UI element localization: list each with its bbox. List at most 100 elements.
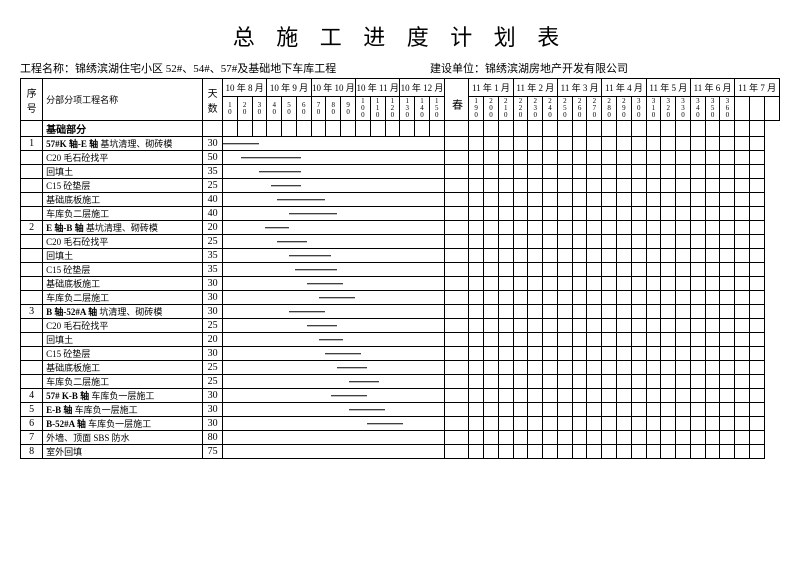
- gantt-table: 序号分部分项工程名称天数10 年 8 月10 年 9 月10 年 10 月10 …: [20, 78, 780, 459]
- gantt-cell: [631, 165, 646, 179]
- gantt-cell: [750, 179, 765, 193]
- gantt-cell: [528, 151, 543, 165]
- gantt-cell: [631, 263, 646, 277]
- gantt-cell: [617, 249, 632, 263]
- gantt-cell: [617, 193, 632, 207]
- gantt-cell: [690, 291, 705, 305]
- gantt-cell: [469, 319, 484, 333]
- gantt-cell: [557, 207, 572, 221]
- gantt-bar: [349, 381, 379, 383]
- gantt-cell: [661, 305, 676, 319]
- gantt-cell: [587, 235, 602, 249]
- gantt-cell: [720, 403, 735, 417]
- gantt-cell: [528, 207, 543, 221]
- gantt-cell: [484, 347, 499, 361]
- cell-seq: 8: [21, 445, 43, 459]
- gantt-cell: [661, 361, 676, 375]
- task-name: E-B 轴 车库负一层施工: [43, 403, 203, 417]
- gantt-cell: [469, 375, 484, 389]
- cell-seq: [21, 333, 43, 347]
- gantt-cell: [326, 121, 341, 137]
- gantt-cell: [631, 193, 646, 207]
- gantt-cell: [557, 151, 572, 165]
- gantt-cell: [513, 165, 528, 179]
- gantt-cell: [484, 305, 499, 319]
- gantt-cell: [720, 193, 735, 207]
- gantt-cell: [690, 431, 705, 445]
- gantt-cell: [444, 151, 469, 165]
- gantt-cell: [602, 417, 617, 431]
- gantt-cell: [444, 221, 469, 235]
- gantt-cell: [572, 151, 587, 165]
- cell-seq: [21, 291, 43, 305]
- tick-header: [750, 97, 765, 121]
- gantt-cell: [498, 403, 513, 417]
- gantt-cell: [690, 193, 705, 207]
- gantt-bar: [295, 269, 337, 271]
- gantt-cell: [631, 207, 646, 221]
- gantt-cell: [705, 235, 720, 249]
- tick-header: 200: [484, 97, 499, 121]
- gantt-cell: [631, 221, 646, 235]
- gantt-cell: [543, 221, 558, 235]
- gantt-cell: [735, 361, 750, 375]
- gantt-cell: [676, 277, 691, 291]
- cell-seq: [21, 361, 43, 375]
- gantt-cell: [528, 221, 543, 235]
- gantt-bar-cell: [222, 137, 444, 151]
- gantt-cell: [484, 403, 499, 417]
- gantt-cell: [543, 263, 558, 277]
- gantt-bar: [277, 241, 307, 243]
- gantt-cell: [557, 431, 572, 445]
- gantt-cell: [690, 305, 705, 319]
- gantt-cell: [646, 151, 661, 165]
- gantt-cell: [705, 305, 720, 319]
- gantt-cell: [543, 305, 558, 319]
- gantt-cell: [750, 431, 765, 445]
- task-name: C15 砼垫层: [43, 263, 203, 277]
- task-name: C20 毛石砼找平: [43, 319, 203, 333]
- gantt-cell: [484, 221, 499, 235]
- gantt-bar: [289, 311, 325, 313]
- gantt-cell: [469, 389, 484, 403]
- gantt-cell: [528, 361, 543, 375]
- cell-seq: [21, 277, 43, 291]
- gantt-cell: [720, 319, 735, 333]
- task-name: C15 砼垫层: [43, 347, 203, 361]
- tick-header: 20: [237, 97, 252, 121]
- task-name: 车库负二层施工: [43, 207, 203, 221]
- gantt-cell: [602, 361, 617, 375]
- gantt-cell: [587, 151, 602, 165]
- cell-days: 30: [203, 403, 223, 417]
- gantt-cell: [720, 137, 735, 151]
- gantt-cell: [631, 431, 646, 445]
- cell-days: 30: [203, 305, 223, 319]
- gantt-cell: [705, 137, 720, 151]
- gantt-cell: [661, 375, 676, 389]
- gantt-cell: [617, 179, 632, 193]
- tick-header: 40: [267, 97, 282, 121]
- gantt-bar: [241, 157, 301, 159]
- gantt-cell: [543, 165, 558, 179]
- gantt-cell: [587, 403, 602, 417]
- gantt-cell: [587, 319, 602, 333]
- gantt-cell: [705, 165, 720, 179]
- gantt-cell: [646, 361, 661, 375]
- gantt-cell: [646, 375, 661, 389]
- gantt-bar: [307, 283, 343, 285]
- gantt-cell: [444, 249, 469, 263]
- gantt-cell: [587, 291, 602, 305]
- cell-seq: 7: [21, 431, 43, 445]
- gantt-cell: [498, 221, 513, 235]
- gantt-cell: [602, 263, 617, 277]
- gantt-cell: [690, 445, 705, 459]
- gantt-bar-cell: [222, 319, 444, 333]
- gantt-cell: [498, 417, 513, 431]
- gantt-cell: [469, 291, 484, 305]
- gantt-cell: [661, 431, 676, 445]
- gantt-cell: [676, 235, 691, 249]
- gantt-cell: [690, 263, 705, 277]
- gantt-cell: [513, 403, 528, 417]
- task-name: C20 毛石砼找平: [43, 151, 203, 165]
- gantt-cell: [572, 333, 587, 347]
